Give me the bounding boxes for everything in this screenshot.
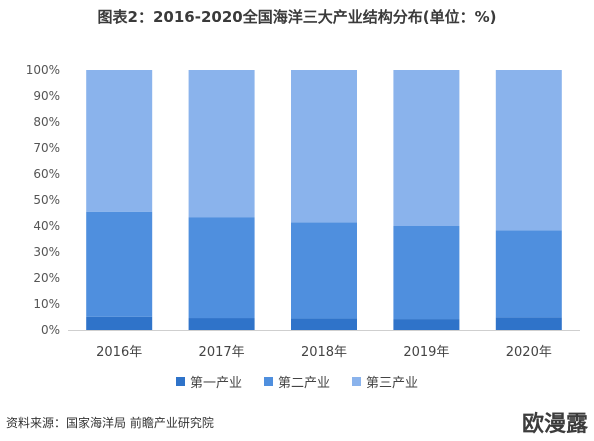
bar-segment [495, 70, 562, 231]
bar-segment [188, 70, 255, 218]
x-tick-label: 2018年 [301, 345, 347, 360]
chart-legend: 第一产业 第二产业 第三产业 [0, 372, 594, 391]
bar-segment [188, 318, 255, 330]
legend-item-tertiary: 第三产业 [352, 372, 418, 391]
x-tick-label: 2019年 [403, 345, 449, 360]
y-tick-label: 10% [33, 297, 60, 311]
stacked-bar-chart: 0% 10% 20% 30% 40% 50% 60% 70% 80% 90% 100% 2016年 20… [26, 63, 580, 360]
y-tick-label: 100% [26, 63, 60, 77]
y-tick-label: 60% [33, 167, 60, 181]
chart-title: 图表2：2016-2020全国海洋三大产业结构分布(单位：%) [97, 8, 497, 26]
x-tick-label: 2016年 [96, 345, 142, 360]
legend-swatch-tertiary [352, 377, 361, 386]
legend-item-secondary: 第二产业 [263, 372, 330, 391]
legend-label-primary: 第一产业 [189, 376, 242, 391]
y-tick-label: 30% [33, 245, 60, 259]
corner-logo-text: 欧漫露 [521, 412, 588, 437]
bar-segment [188, 217, 255, 319]
y-tick-label: 80% [33, 115, 60, 129]
y-tick-label: 40% [33, 219, 60, 233]
bar-segment [393, 226, 460, 320]
y-tick-label: 50% [33, 193, 60, 207]
bar-segment [291, 70, 357, 223]
x-tick-label: 2017年 [199, 345, 245, 360]
y-tick-label: 0% [41, 323, 60, 337]
bar-segment [291, 222, 357, 319]
legend-label-secondary: 第二产业 [277, 376, 330, 391]
bar-segment [86, 70, 153, 212]
legend-item-primary: 第一产业 [175, 372, 242, 391]
legend-label-tertiary: 第三产业 [366, 376, 419, 391]
bar-segment [393, 319, 460, 330]
y-tick-label: 70% [33, 141, 60, 155]
x-tick-label: 2020年 [506, 345, 552, 360]
y-tick-label: 90% [33, 89, 60, 103]
bar-segment [495, 317, 562, 330]
bar-segment [86, 211, 153, 317]
bar-segment [393, 70, 460, 226]
bar-segment [495, 230, 562, 318]
legend-swatch-secondary [263, 377, 273, 386]
y-tick-label: 20% [33, 271, 60, 285]
legend-swatch-primary [175, 377, 185, 386]
bar-segment [291, 318, 357, 330]
bar-segment [86, 316, 153, 330]
source-note: 资料来源：国家海洋局 前瞻产业研究院 [6, 416, 214, 430]
